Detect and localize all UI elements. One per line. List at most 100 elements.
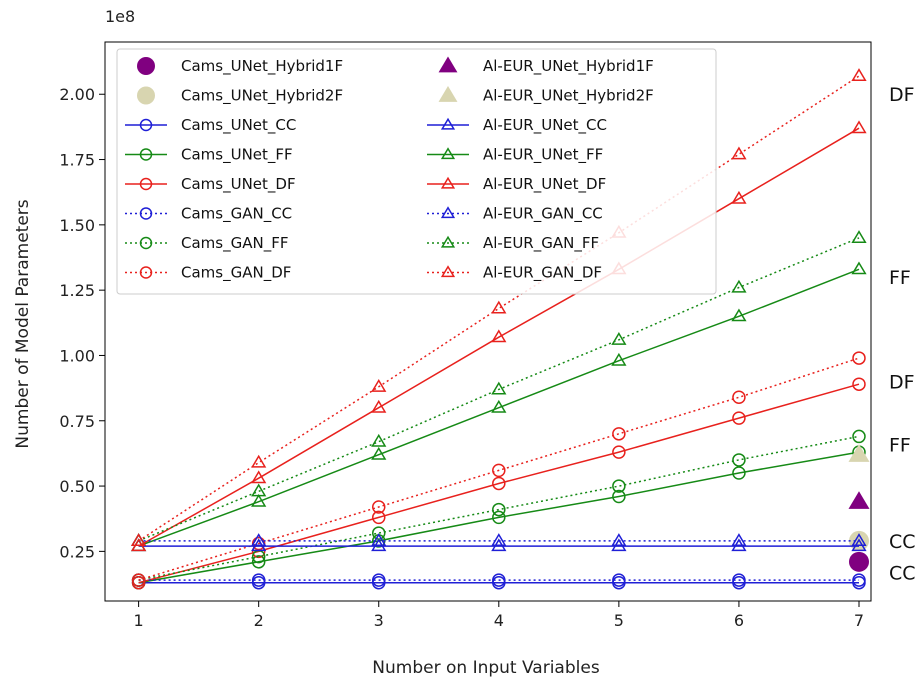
data-point [251,573,266,587]
y-tick-label: 0.25 [59,542,95,561]
data-point [732,573,746,587]
data-point [491,300,507,314]
legend-item: Al-EUR_UNet_FF [427,146,603,165]
legend-marker [438,86,458,102]
legend-label: Al-EUR_UNet_CC [483,116,607,135]
legend-item: Cams_UNet_CC [125,116,296,135]
data-point [848,491,870,509]
data-point [852,573,866,587]
data-point [492,510,506,525]
y-axis-label: Number of Model Parameters [13,199,33,448]
annotation-cc: CC [889,562,916,584]
data-point [852,351,866,365]
legend-item: Al-EUR_UNet_Hybrid2F [438,86,654,106]
x-tick-label: 4 [494,611,504,630]
legend-marker [438,56,458,73]
legend-marker [139,177,153,191]
data-point [491,399,507,413]
data-point [371,573,386,587]
legend-marker [139,266,153,279]
data-point [851,120,867,134]
data-point [371,446,387,460]
y-tick-label: 2.00 [59,85,95,104]
data-point [251,470,267,484]
legend-marker [440,117,456,130]
data-point [731,308,747,322]
data-point [130,533,147,546]
legend-item: Al-EUR_UNet_DF [427,175,606,194]
legend-label: Cams_UNet_Hybrid1F [181,57,343,76]
y-tick-label: 0.50 [59,477,95,496]
legend-label: Cams_GAN_DF [181,264,291,283]
data-point [371,510,386,525]
data-point [251,533,267,546]
series-al-eur-unet-hybrid2f [848,444,870,462]
data-point [732,466,746,480]
data-point [612,445,626,459]
legend-marker [139,207,153,220]
series-cams-gan-ff [131,429,866,587]
data-layer [130,68,870,590]
legend-item: Al-EUR_GAN_FF [427,234,599,253]
data-point [492,463,506,478]
annotation-ff: FF [889,267,911,289]
data-point [612,489,626,504]
x-axis-label: Number on Input Variables [372,658,600,678]
data-point [851,68,867,81]
data-point [731,190,747,204]
legend-label: Al-EUR_UNet_DF [483,175,606,194]
legend-marker [139,118,153,132]
data-point [491,329,507,343]
x-tick-label: 6 [734,611,744,630]
x-tick-label: 1 [134,611,144,630]
legend-label: Cams_GAN_FF [181,234,288,253]
annotation-df: DF [889,84,915,106]
legend-item: Cams_GAN_CC [125,205,292,224]
data-point [848,551,869,572]
legend-item: Cams_UNet_FF [125,146,293,165]
annotation-ff: FF [889,434,911,456]
y-offset-text: 1e8 [105,7,135,26]
legend-marker [139,236,153,250]
data-point [612,427,626,441]
legend-item: Cams_UNet_DF [125,175,296,194]
plot-frame [104,41,872,602]
y-tick-label: 1.00 [59,346,95,365]
legend-label: Cams_UNet_CC [181,116,296,135]
annotation-cc: CC [889,531,916,553]
y-tick-label: 1.75 [59,151,95,170]
series-line [138,237,860,542]
data-point [492,573,506,587]
legend-item: Al-EUR_GAN_CC [427,205,603,224]
legend-item: Cams_UNet_Hybrid2F [137,86,343,106]
data-point [491,381,507,395]
data-point [251,454,267,468]
legend-item: Al-EUR_UNet_CC [427,116,607,135]
legend-marker [137,86,155,105]
data-point [851,261,867,275]
data-point [611,331,627,345]
data-point [732,411,746,425]
data-point [371,500,386,514]
legend: Cams_UNet_Hybrid1F Cams_UNet_Hybrid2F Cams… [116,48,717,295]
legend-marker [440,235,456,248]
legend-marker [440,176,456,189]
data-point [731,533,747,546]
legend-label: Al-EUR_UNet_Hybrid2F [483,87,654,106]
data-point [492,502,506,517]
data-point [371,533,387,546]
data-point [851,533,867,546]
legend-label: Al-EUR_UNet_FF [483,146,603,165]
data-point [371,399,387,413]
series-line [138,357,860,581]
legend-label: Al-EUR_GAN_DF [483,264,602,283]
legend-label: Al-EUR_GAN_CC [483,205,603,224]
series-line [138,451,860,584]
y-tick-label: 1.50 [59,216,95,235]
data-point [251,483,267,497]
series-line [138,383,860,584]
legend-label: Al-EUR_GAN_FF [483,234,599,253]
x-tick-label: 2 [254,611,264,630]
legend-marker [440,265,456,278]
